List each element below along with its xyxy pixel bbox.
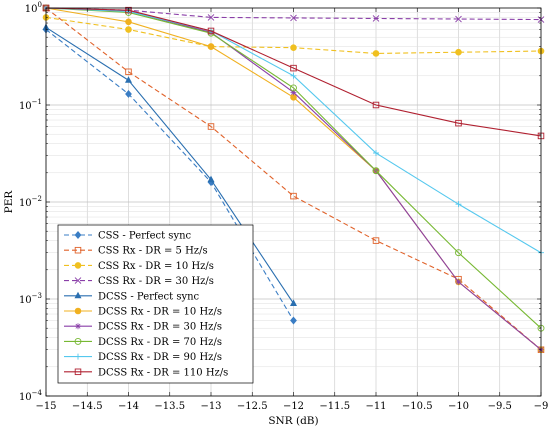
data-point [207,43,215,50]
legend-entry: DCSS - Perfect sync [64,291,200,302]
data-point [124,76,133,83]
legend-marker [74,337,82,345]
x-tick-label: −14 [118,401,139,412]
legend-label: DCSS Rx - DR = 30 Hz/s [98,322,222,333]
data-point [455,278,462,285]
x-tick-label: −9 [534,401,549,412]
data-point [372,15,380,22]
x-tick-label: −14.5 [72,401,103,412]
data-point [125,6,132,14]
legend-entry: DCSS Rx - DR = 90 Hz/s [64,352,222,363]
legend-entry: CSS Rx - DR = 5 Hz/s [64,246,208,257]
data-point [289,299,298,306]
legend-marker [74,231,82,239]
x-tick-label: −12 [283,401,304,412]
legend-entry: DCSS Rx - DR = 10 Hz/s [64,307,222,318]
legend-label: DCSS - Perfect sync [98,291,200,302]
data-point [455,119,462,127]
data-point [290,89,297,96]
legend-entry: DCSS Rx - DR = 110 Hz/s [64,367,228,378]
legend-marker [74,262,82,269]
data-point [372,50,380,57]
data-point [373,150,379,156]
legend-marker [74,246,82,254]
data-point [290,316,297,325]
y-tick-label: 10−2 [19,195,42,209]
data-point [290,192,297,200]
data-point [207,27,215,35]
data-point [290,14,297,22]
x-tick-label: −13 [200,401,221,412]
legend-label: DCSS Rx - DR = 10 Hz/s [98,307,222,318]
data-point [207,14,215,21]
legend-label: DCSS Rx - DR = 110 Hz/s [98,367,228,378]
data-point [455,15,462,23]
data-point [372,167,380,175]
legend-label: CSS Rx - DR = 5 Hz/s [98,246,208,257]
legend-entry: CSS Rx - DR = 30 Hz/s [64,276,214,287]
x-axis-title: SNR (dB) [268,415,318,427]
data-point [455,201,462,208]
x-tick-label: −11 [365,401,386,412]
x-tick-label: −12.5 [237,401,268,412]
y-axis-title: PER [3,190,15,214]
legend-label: CSS - Perfect sync [98,231,192,242]
data-point [125,26,132,33]
data-point [290,64,297,72]
legend-marker [74,307,82,315]
data-point [290,72,297,79]
legend-entry: CSS - Perfect sync [64,231,192,242]
data-point [372,101,380,109]
legend-marker [74,368,82,376]
legend-marker [74,291,82,299]
x-tick-label: −9.5 [488,401,512,412]
x-tick-label: −15 [35,401,56,412]
legend-entry: CSS Rx - DR = 10 Hz/s [64,261,214,272]
x-tick-label: −11.5 [319,401,350,412]
data-point [125,18,132,26]
legend-marker [75,353,81,360]
legend-label: CSS Rx - DR = 30 Hz/s [98,276,214,287]
x-tick-label: −10.5 [402,401,433,412]
data-point [290,44,297,51]
data-point [207,175,215,183]
data-point [455,249,462,257]
data-point [455,48,462,56]
legend-marker [74,277,82,284]
legend-marker [75,323,81,330]
y-tick-label: 10−3 [19,292,42,306]
legend-label: DCSS Rx - DR = 90 Hz/s [98,352,222,363]
legend-label: CSS Rx - DR = 10 Hz/s [98,261,214,272]
legend-label: DCSS Rx - DR = 70 Hz/s [98,337,222,348]
data-point [125,68,132,76]
legend-entry: DCSS Rx - DR = 30 Hz/s [64,322,222,333]
legend: CSS - Perfect sync CSS Rx - DR = 5 Hz/s CS… [57,224,254,384]
axis-ticks: −15 −14.5 −14 −13.5 −13 −12.5 −12 −11.5 −11 −10.5… [19,1,548,412]
y-tick-label: 10−1 [19,98,42,112]
data-point [290,84,297,92]
data-point [207,123,215,130]
y-tick-label: 10−4 [19,389,43,403]
x-tick-label: −13.5 [154,401,185,412]
legend-entry: DCSS Rx - DR = 70 Hz/s [64,337,222,348]
data-point [372,237,380,244]
data-point [125,89,132,98]
x-tick-label: −10 [448,401,469,412]
y-tick-label: 100 [25,1,42,15]
